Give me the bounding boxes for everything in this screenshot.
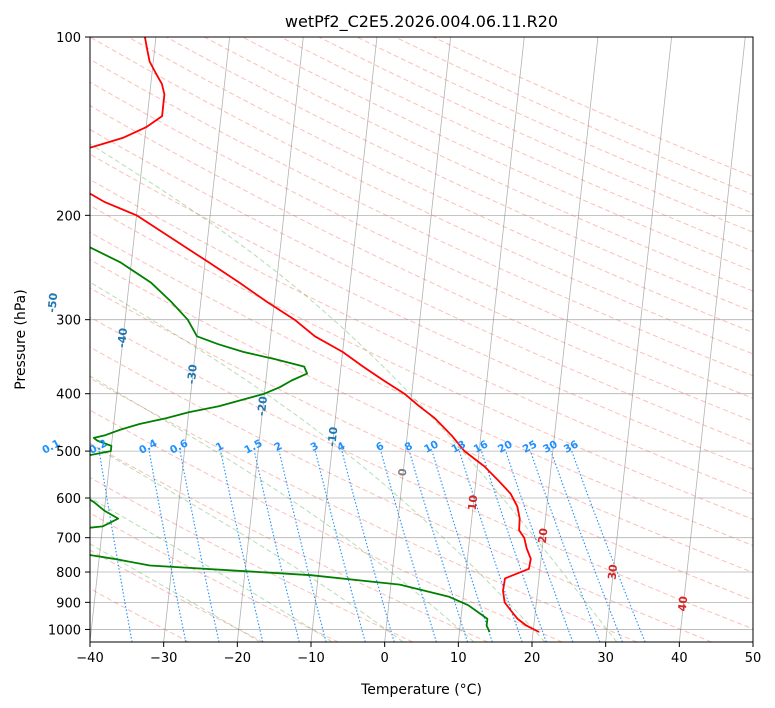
dry-adiabat [90,259,753,574]
dry-adiabat [90,153,753,470]
isotherm-line [163,37,231,642]
x-tick-label: −30 [150,651,177,666]
isotherm-line [531,37,599,642]
y-tick-label: 500 [56,445,81,460]
mixing-ratio-line [458,450,523,642]
dry-adiabat [90,442,488,642]
isotherm-line [678,37,746,642]
isotherm-label: -20 [255,395,270,417]
dry-adiabat [90,588,190,642]
dry-adiabat [90,204,753,520]
y-tick-label: 200 [56,209,81,224]
x-tick-label: −10 [297,651,324,666]
mixing-ratio-line [529,450,601,642]
dry-adiabat [90,231,753,547]
y-tick-label: 1000 [48,623,81,638]
x-axis-label: Temperature (°C) [360,682,482,698]
y-tick-label: 100 [56,31,81,46]
mixing-ratio-line [278,450,327,642]
x-tick-label: 0 [381,651,389,666]
dry-adiabat [204,37,753,292]
dry-adiabat [90,287,753,601]
mixing-ratio-line [550,450,623,642]
isotherm-line [236,37,304,642]
y-tick-label: 700 [56,532,81,547]
isotherm-line [605,37,673,642]
mixing-ratio-line [253,450,300,642]
moist-adiabat [90,375,475,642]
mixing-ratio-line [408,450,469,642]
moist-adiabat [90,543,261,642]
line-labels: -100-90-80-70-60-50-40-30-20-10010203040… [40,292,691,612]
dry-adiabat [127,37,753,334]
x-tick-label: 10 [450,651,467,666]
isotherm-label: -40 [115,327,130,349]
isotherm-line [457,37,525,642]
dry-adiabat [90,316,753,630]
mixing-ratio-line [480,450,547,642]
upper-isotherm-label: 0 [396,467,410,476]
isotherm-label: -50 [45,292,60,314]
y-tick-label: 800 [56,566,81,581]
x-tick-label: 40 [671,651,688,666]
temperature-profile [90,37,540,633]
moist-adiabat [90,143,618,642]
mixing-ratio-line [314,450,366,642]
y-tick-label: 900 [56,596,81,611]
dry-adiabat [90,549,264,642]
dry-adiabat [90,178,753,495]
y-axis-label: Pressure (hPa) [13,289,29,389]
dry-adiabat [166,37,753,313]
x-tick-label: −20 [224,651,251,666]
dewpoint-profile [90,246,491,633]
upper-isotherm-label: 40 [676,595,691,612]
dry-adiabat [90,377,638,642]
isotherm-line [310,37,378,642]
isotherm-label: -30 [185,363,200,385]
dry-adiabat [90,58,753,377]
dry-adiabat [90,346,712,642]
axes: −40 −30 −20 −10 0 10 20 30 40 5010009008007006005… [48,31,761,666]
isotherm-line [90,37,157,642]
dry-adiabat [90,37,753,355]
x-tick-label: 20 [524,651,541,666]
mixing-ratio-line [431,450,493,642]
y-tick-label: 600 [56,492,81,507]
profile-lines [90,37,540,633]
x-tick-label: 30 [597,651,614,666]
y-tick-label: 300 [56,314,81,329]
plot-frame [89,36,754,643]
upper-isotherm-label: 10 [466,494,481,511]
dry-adiabat [90,477,414,642]
isotherm-label: -10 [325,426,340,448]
isotherm-line [384,37,452,642]
upper-isotherm-label: 30 [606,563,621,580]
moist-adiabat [90,281,546,642]
x-tick-label: 50 [745,651,762,666]
mixing-ratio-line [505,450,574,642]
chart-title: wetPf2_C2E5.2026.004.06.11.R20 [285,12,558,32]
mixing-ratio-line [380,450,437,642]
mixing-ratio-line [220,450,264,642]
background-lines [90,37,753,642]
upper-isotherm-label: 20 [536,527,551,544]
x-tick-label: −40 [76,651,103,666]
y-tick-label: 400 [56,388,81,403]
moist-adiabat [90,443,404,642]
mixing-ratio-line [179,450,220,642]
dry-adiabat [90,409,563,642]
